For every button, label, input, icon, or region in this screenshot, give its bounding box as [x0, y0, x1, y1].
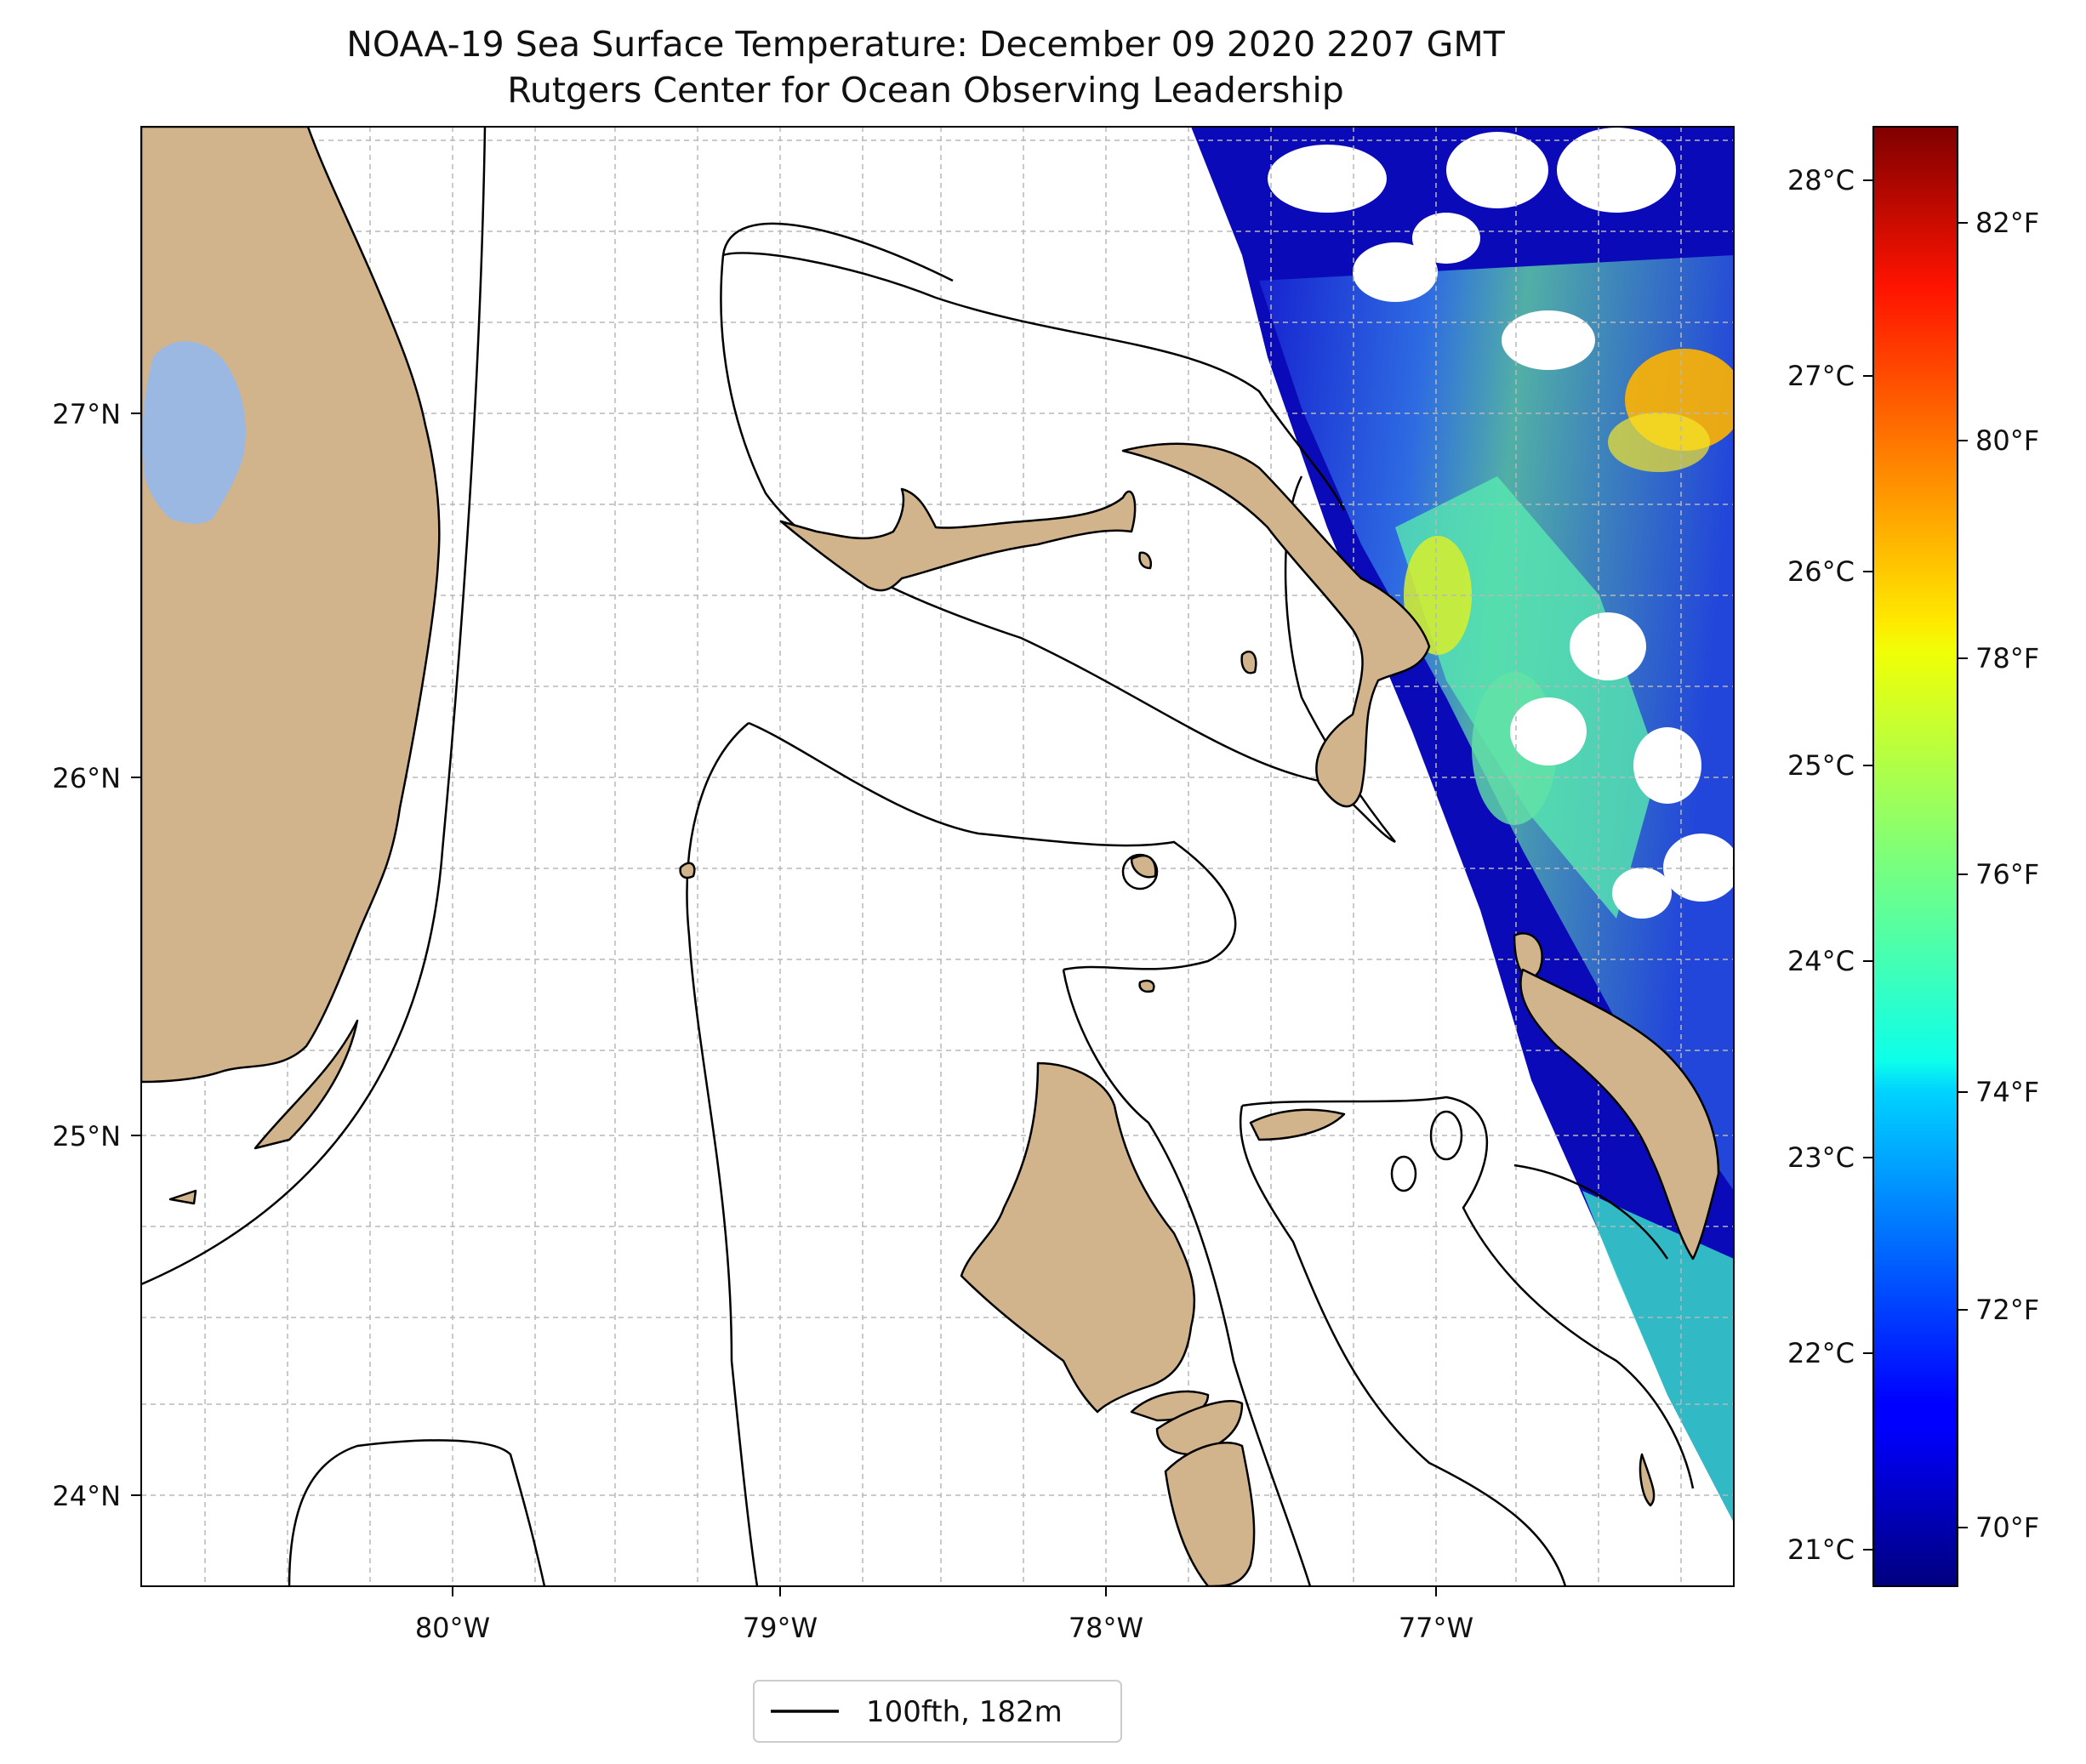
y-tick-label: 27°N: [52, 398, 121, 430]
x-tick-label: 79°W: [743, 1612, 818, 1644]
y-tick-label: 26°N: [52, 762, 121, 794]
legend-label: 100fth, 182m: [866, 1695, 1063, 1729]
celsius-tick-label: 27°C: [1787, 360, 1855, 392]
celsius-tick-label: 26°C: [1787, 555, 1855, 588]
colorbar-gradient: [1872, 126, 1958, 1587]
y-tick-label: 25°N: [52, 1120, 121, 1152]
y-tick-label: 24°N: [52, 1480, 121, 1512]
celsius-tick-label: 25°C: [1787, 749, 1855, 782]
abaco-islands: [1121, 442, 1431, 808]
x-axis: 80°W 79°W 78°W 77°W: [415, 1586, 1473, 1644]
celsius-tick-label: 24°C: [1787, 945, 1855, 977]
legend-box: [753, 1680, 1122, 1743]
celsius-tick-label: 22°C: [1787, 1337, 1855, 1369]
fahrenheit-tick-label: 72°F: [1975, 1294, 2039, 1326]
celsius-tick-label: 21°C: [1787, 1534, 1855, 1566]
chart-title: NOAA-19 Sea Surface Temperature: Decembe…: [346, 24, 1505, 65]
lake-okeechobee: [142, 341, 246, 524]
fahrenheit-tick-label: 78°F: [1975, 642, 2039, 674]
grand-bahama: [779, 487, 1137, 592]
colorbar: 21°C 22°C 23°C 24°C 25°C 26°C 27°C 28°C …: [1787, 126, 2039, 1587]
map-frame: [140, 126, 1735, 1587]
florida-keys: [254, 1019, 359, 1150]
fahrenheit-tick-label: 82°F: [1975, 207, 2039, 239]
map-plot-area: [141, 127, 1734, 1586]
legend: 100fth, 182m: [753, 1680, 1122, 1743]
celsius-tick-label: 23°C: [1787, 1141, 1855, 1174]
x-tick-label: 77°W: [1399, 1612, 1473, 1644]
fahrenheit-tick-label: 76°F: [1975, 858, 2039, 891]
fahrenheit-tick-label: 70°F: [1975, 1511, 2039, 1544]
celsius-tick-label: 28°C: [1787, 164, 1855, 196]
x-tick-label: 78°W: [1069, 1612, 1143, 1644]
x-tick-label: 80°W: [415, 1612, 490, 1644]
isobath-contours: [141, 127, 1695, 1586]
andros-island: [960, 1061, 1196, 1414]
chart-subtitle: Rutgers Center for Ocean Observing Leade…: [507, 70, 1344, 111]
fahrenheit-tick-label: 80°F: [1975, 424, 2039, 457]
sst-swath: [1191, 127, 1734, 1522]
eleuthera: [1249, 1108, 1346, 1141]
y-axis: 24°N 25°N 26°N 27°N: [52, 398, 141, 1512]
fahrenheit-tick-label: 74°F: [1975, 1076, 2039, 1108]
